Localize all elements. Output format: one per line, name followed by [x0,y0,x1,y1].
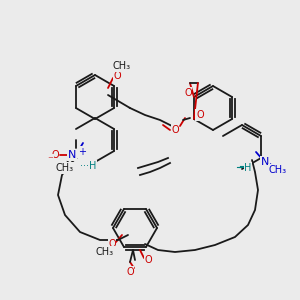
Text: CH₃: CH₃ [96,247,114,257]
Text: N: N [68,150,76,160]
Text: ⁻: ⁻ [47,155,53,165]
Text: CH₃: CH₃ [56,163,74,173]
Text: CH₃: CH₃ [269,165,287,175]
Text: O: O [196,110,204,120]
Text: N: N [261,157,269,167]
Text: O: O [144,255,152,265]
Text: O: O [126,267,134,277]
Text: CH₃: CH₃ [113,61,131,71]
Text: H: H [244,163,252,173]
Text: O: O [171,125,179,135]
Text: O: O [113,71,121,81]
Text: O: O [51,150,59,160]
Text: O: O [108,239,116,249]
Text: O: O [184,88,192,98]
Text: ···H: ···H [80,161,96,171]
Text: +: + [78,147,86,157]
